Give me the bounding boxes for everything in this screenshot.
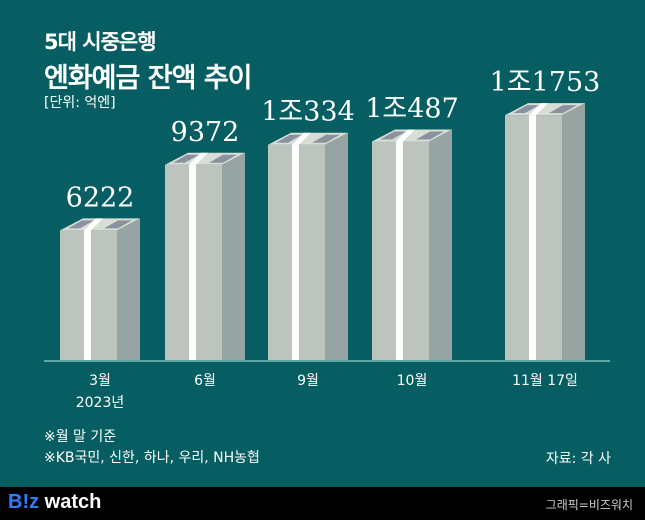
chart-title-line1: 5대 시중은행: [44, 30, 157, 54]
bill-band-top: [529, 103, 548, 116]
category-label: 10월: [397, 373, 428, 389]
category-sublabel: 2023년: [76, 395, 125, 411]
bar-side: [562, 103, 585, 360]
value-label: 9372: [171, 117, 240, 148]
bizwatch-logo: B!z watch: [8, 491, 102, 513]
bar-band: [84, 230, 91, 360]
notes: ※월 말 기준 ※KB국민, 신한, 하나, 우리, NH농협: [44, 427, 260, 469]
bill-band-top: [292, 132, 311, 145]
bar: 1조1753: [490, 67, 601, 360]
bill-pattern: [380, 131, 406, 140]
bar: 1조334: [261, 97, 355, 360]
bar-side: [325, 132, 348, 360]
bar-side: [222, 152, 245, 360]
bar: 6222: [60, 182, 140, 360]
bar: 1조487: [365, 94, 459, 360]
bill-pattern: [173, 154, 199, 163]
bar-side: [117, 218, 140, 360]
chart-title-line2: 엔화예금 잔액 추이: [44, 63, 253, 94]
bar-band: [292, 144, 299, 360]
note-1: ※월 말 기준: [44, 429, 117, 445]
bar-band: [189, 164, 196, 360]
bill-pattern: [513, 105, 539, 114]
bill-band-top: [189, 152, 208, 165]
bar-side: [429, 129, 452, 360]
value-label: 1조334: [261, 97, 355, 128]
category-label: 3월: [89, 373, 111, 389]
unit-label: [단위: 억엔]: [44, 95, 116, 111]
bill-band-top: [84, 218, 103, 231]
bill-pattern: [104, 220, 132, 229]
bar-band: [529, 115, 536, 360]
bill-pattern: [549, 105, 577, 114]
category-label: 9월: [297, 373, 319, 389]
bill-band-top: [396, 129, 415, 142]
value-label: 6222: [66, 182, 135, 213]
value-label: 1조1753: [490, 67, 601, 98]
graphic-credit: 그래픽=비즈워치: [545, 498, 633, 512]
note-2: ※KB국민, 신한, 하나, 우리, NH농협: [44, 450, 260, 466]
value-label: 1조487: [365, 94, 459, 125]
bill-pattern: [68, 220, 94, 229]
category-label: 6월: [194, 373, 216, 389]
bill-pattern: [209, 154, 237, 163]
footer: B!z watch 그래픽=비즈워치: [0, 487, 645, 520]
bill-pattern: [416, 131, 444, 140]
source-label: 자료: 각 사: [545, 451, 611, 467]
category-label: 11월 17일: [512, 373, 578, 389]
bar: 9372: [165, 117, 245, 360]
bar-band: [396, 141, 403, 360]
bar-chart: 6222 3월 2023년 9372 6월 1조334 9월 1조487 10월 1조1753 11…: [44, 67, 610, 411]
bill-pattern: [312, 134, 340, 143]
bill-pattern: [276, 134, 302, 143]
